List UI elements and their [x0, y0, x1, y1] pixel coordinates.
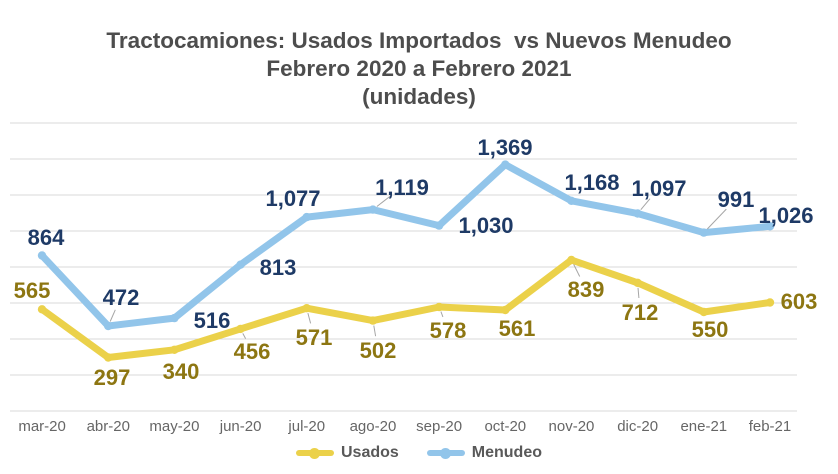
series-labels-menudeo: 864 472 516 813 1,077 1,119 1,030 1,369 1,168 1,0…	[28, 135, 814, 333]
label-leader-line	[109, 309, 116, 322]
legend-item-menudeo: Menudeo	[426, 444, 542, 462]
data-point-marker-icon	[170, 313, 179, 323]
legend: Usados Menudeo	[0, 444, 838, 462]
x-tick-label: mar-20	[18, 418, 66, 435]
series-labels-usados: 565 297 340 456 571 502 578 561 839 712 550 603	[14, 264, 818, 390]
data-label: 839	[568, 277, 605, 302]
chart-title-line3: (unidades)	[362, 84, 476, 109]
data-label: 297	[94, 365, 131, 390]
data-point-marker-icon	[368, 205, 378, 214]
data-point-marker-icon	[236, 324, 245, 334]
data-label: 561	[499, 316, 536, 341]
label-leader-line	[242, 333, 247, 339]
x-tick-label: jun-20	[219, 418, 262, 435]
label-leader-line	[706, 208, 727, 230]
x-tick-label: feb-21	[748, 418, 792, 435]
data-point-marker-icon	[699, 307, 708, 317]
data-label: 1,077	[265, 186, 320, 211]
data-label: 712	[622, 300, 659, 325]
data-label: 1,119	[375, 175, 429, 200]
data-label: 1,168	[564, 170, 619, 195]
legend-label-usados: Usados	[340, 444, 399, 461]
x-axis: mar-20 abr-20 may-20 jun-20 jul-20 ago-2…	[9, 418, 803, 435]
data-point-marker-icon	[302, 304, 311, 313]
data-label: 502	[360, 338, 397, 363]
data-point-marker-icon	[170, 345, 179, 354]
data-label: 813	[260, 255, 297, 280]
series-line-usados	[38, 256, 774, 361]
data-label: 550	[692, 317, 729, 342]
data-point-marker-icon	[567, 255, 576, 265]
data-label: 1,369	[477, 135, 532, 160]
x-tick-label: ago-20	[349, 418, 397, 435]
data-point-marker-icon	[104, 321, 113, 331]
x-tick-label: oct-20	[484, 418, 527, 435]
legend-marker-dot-icon	[309, 447, 321, 459]
data-label: 1,097	[631, 176, 686, 201]
chart-title: Tractocamiones: Usados Importados vs Nue…	[0, 27, 838, 111]
data-point-marker-icon	[434, 302, 444, 312]
chart-title-line2: Febrero 2020 a Febrero 2021	[266, 56, 572, 81]
data-point-marker-icon	[302, 212, 311, 222]
data-label: 864	[28, 225, 65, 250]
data-point-marker-icon	[104, 353, 113, 362]
legend-label-menudeo: Menudeo	[471, 444, 542, 461]
data-point-marker-icon	[368, 316, 378, 325]
data-label: 456	[234, 339, 271, 364]
label-leader-line	[637, 287, 640, 299]
x-tick-label: nov-20	[548, 418, 595, 435]
data-point-marker-icon	[699, 228, 708, 237]
data-label: 340	[163, 359, 200, 384]
legend-marker-dot-icon	[440, 447, 452, 459]
series-usados	[37, 255, 775, 362]
data-point-marker-icon	[765, 222, 775, 231]
data-point-marker-icon	[633, 278, 642, 287]
x-tick-label: abr-20	[86, 418, 130, 435]
data-point-marker-icon	[434, 221, 444, 230]
label-leader-line	[307, 312, 312, 324]
gridlines	[10, 122, 797, 412]
x-tick-label: ene-21	[680, 418, 728, 435]
legend-item-usados: Usados	[295, 444, 399, 462]
series-menudeo	[37, 160, 775, 331]
series-line-menudeo	[38, 161, 774, 330]
data-label: 1,030	[458, 213, 513, 238]
data-point-marker-icon	[37, 305, 47, 314]
legend-marker-menudeo-icon	[426, 447, 465, 459]
data-label: 991	[718, 187, 755, 212]
chart-title-line1: Tractocamiones: Usados Importados vs Nue…	[106, 28, 732, 53]
data-label: 1,026	[758, 203, 813, 228]
data-point-marker-icon	[236, 260, 245, 269]
data-point-marker-icon	[501, 160, 510, 169]
data-label: 516	[194, 308, 231, 333]
data-point-marker-icon	[501, 305, 510, 315]
data-label: 603	[781, 289, 818, 314]
x-tick-label: dic-20	[617, 418, 659, 435]
label-leader-line	[376, 195, 392, 207]
x-tick-label: sep-20	[416, 418, 463, 435]
data-point-marker-icon	[633, 209, 642, 218]
data-point-marker-icon	[765, 298, 775, 307]
label-leader-line	[373, 325, 377, 337]
x-tick-label: may-20	[149, 418, 200, 435]
x-tick-label: jul-20	[288, 418, 326, 435]
label-leader-line	[640, 198, 651, 211]
label-leader-line	[573, 264, 581, 277]
data-label: 565	[14, 278, 51, 303]
data-label: 578	[430, 318, 467, 343]
label-leader-line	[440, 311, 444, 318]
data-label: 472	[103, 285, 140, 310]
data-point-marker-icon	[567, 196, 576, 205]
data-point-marker-icon	[37, 251, 47, 260]
data-label: 571	[296, 325, 333, 350]
legend-marker-usados-icon	[295, 447, 334, 459]
